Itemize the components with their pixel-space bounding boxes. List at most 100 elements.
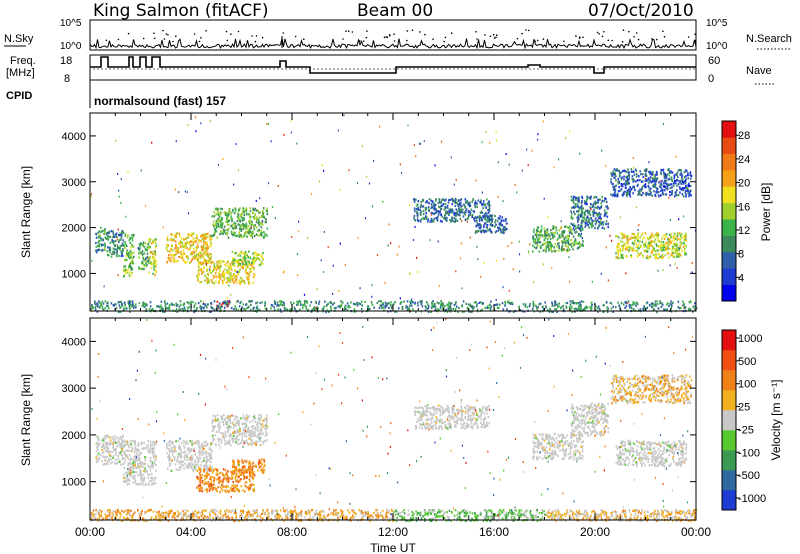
data-cell (252, 232, 254, 235)
colorbar-swatch (722, 268, 736, 285)
data-cell (248, 233, 251, 236)
data-cell (444, 304, 446, 308)
data-cell (503, 225, 505, 228)
data-cell (199, 300, 202, 303)
data-cell (120, 254, 123, 258)
nave-dot (189, 68, 191, 70)
data-cell (340, 303, 343, 306)
data-cell (603, 227, 606, 230)
noise-cell (291, 236, 293, 239)
data-cell (675, 242, 677, 245)
data-cell (540, 225, 543, 228)
data-cell (112, 440, 115, 443)
data-cell (623, 175, 625, 178)
data-cell (631, 232, 634, 235)
data-cell (532, 240, 535, 243)
data-cell (573, 229, 576, 232)
data-cell (218, 267, 221, 270)
nave-dot (657, 68, 659, 70)
data-cell (206, 280, 208, 283)
data-cell (323, 305, 325, 308)
data-cell (299, 308, 301, 311)
data-cell (676, 232, 679, 235)
data-cell (497, 217, 500, 220)
data-cell (660, 171, 662, 174)
data-cell (265, 209, 268, 212)
noise-cell (187, 212, 190, 215)
data-cell (186, 236, 188, 240)
data-cell (211, 279, 213, 282)
data-cell (620, 188, 623, 191)
nave-dot (605, 68, 607, 70)
data-cell (286, 308, 289, 311)
data-cell (232, 234, 234, 237)
data-cell (535, 247, 537, 250)
data-cell (235, 260, 237, 263)
data-cell (636, 179, 639, 182)
data-cell (676, 244, 678, 248)
data-cell (656, 232, 658, 235)
data-cell (144, 458, 146, 462)
data-cell (258, 211, 260, 214)
data-cell (120, 437, 122, 440)
data-cell (653, 249, 656, 252)
data-cell (138, 252, 140, 255)
data-cell (600, 206, 602, 209)
data-cell (225, 281, 227, 284)
data-cell (475, 305, 478, 308)
data-cell (108, 231, 110, 235)
data-cell (575, 302, 577, 305)
data-cell (562, 308, 565, 311)
data-cell (624, 170, 627, 173)
nave-dot (541, 68, 543, 70)
data-cell (197, 259, 199, 262)
data-cell (670, 183, 673, 186)
data-cell (643, 245, 645, 248)
data-cell (243, 224, 245, 228)
data-cell (456, 219, 459, 222)
nsearch-dot (198, 40, 201, 43)
data-cell (591, 303, 593, 306)
noise-cell (116, 238, 118, 241)
data-cell (645, 168, 648, 171)
data-cell (171, 239, 174, 242)
data-cell (649, 235, 651, 238)
data-cell (142, 257, 144, 260)
data-cell (163, 300, 166, 303)
data-cell (656, 191, 658, 194)
data-cell (245, 270, 247, 273)
data-cell (102, 445, 104, 448)
data-cell (204, 241, 207, 244)
data-cell (628, 190, 630, 193)
data-cell (547, 244, 550, 247)
noise-cell (417, 271, 419, 273)
data-cell (153, 252, 156, 255)
nsearch-dot (476, 38, 478, 40)
data-cell (289, 308, 292, 311)
nave-dot (481, 68, 483, 70)
data-cell (242, 264, 244, 267)
data-cell (121, 303, 123, 306)
data-cell (654, 183, 657, 186)
data-cell (417, 207, 419, 210)
nave-dot (129, 68, 131, 70)
nsearch-dot (167, 34, 169, 36)
nsky-label: N.Sky (4, 33, 34, 45)
data-cell (449, 305, 452, 308)
nave-dot (653, 68, 655, 70)
data-cell (574, 238, 577, 241)
data-cell (276, 301, 279, 304)
data-cell (617, 169, 619, 172)
data-cell (321, 307, 324, 310)
nsearch-dot (663, 35, 666, 38)
data-cell (215, 269, 218, 272)
data-cell (352, 302, 355, 305)
data-cell (618, 174, 621, 177)
data-cell (131, 300, 134, 303)
data-cell (170, 260, 172, 263)
data-cell (217, 304, 220, 307)
noise-cell (662, 123, 665, 125)
data-cell (215, 224, 218, 227)
nave-dot (373, 68, 375, 70)
data-cell (196, 253, 198, 256)
